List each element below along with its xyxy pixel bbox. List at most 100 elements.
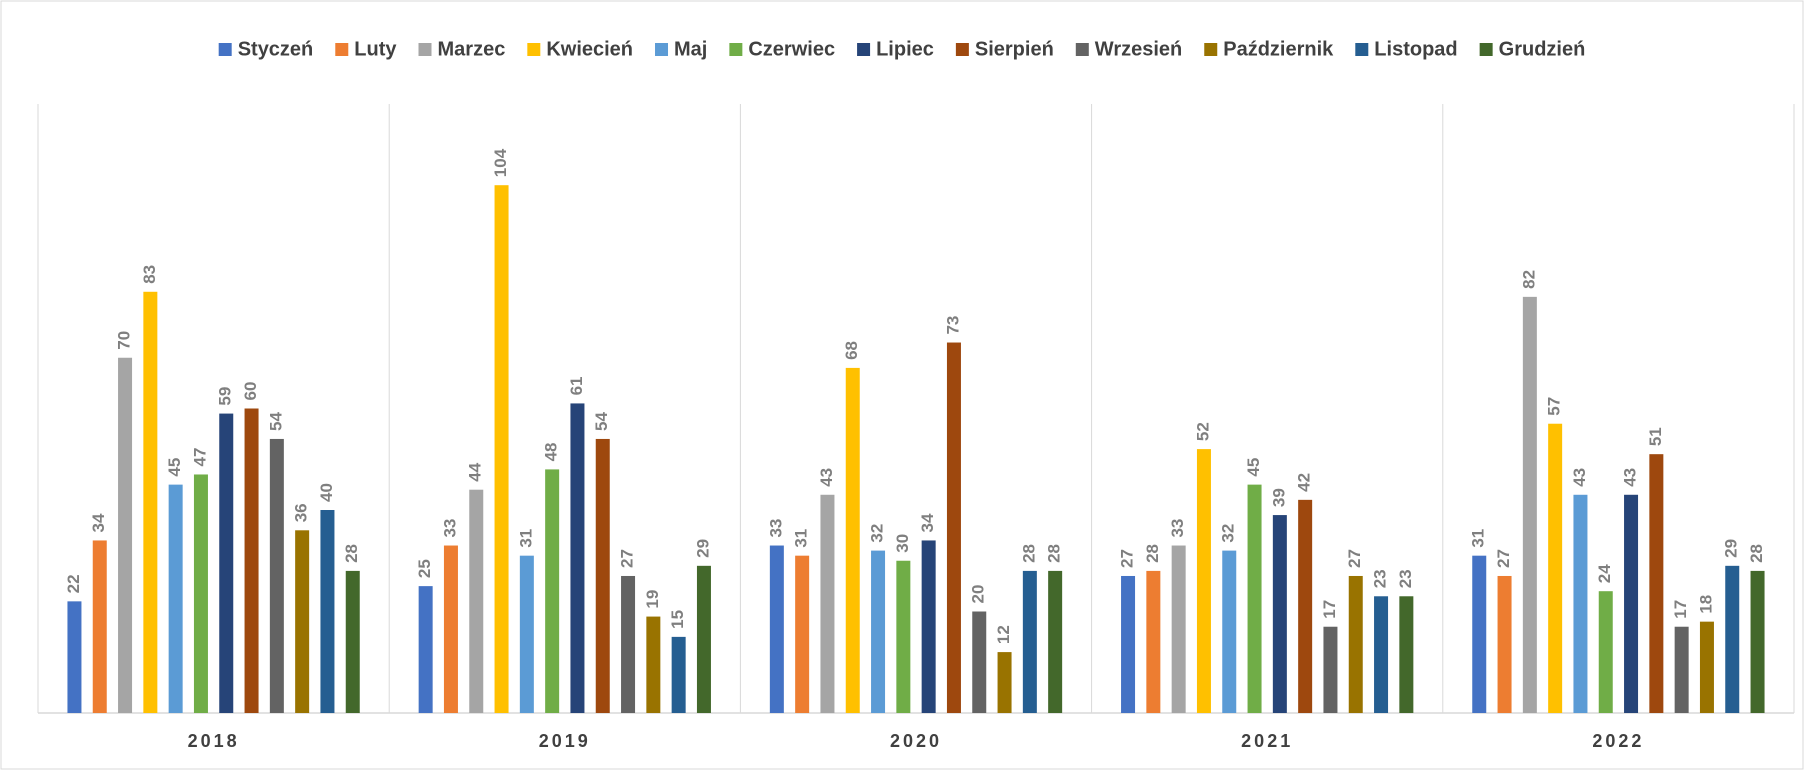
- legend-swatch: [729, 43, 743, 56]
- legend-label: Maj: [674, 38, 707, 60]
- data-label: 28: [342, 544, 361, 563]
- legend-swatch: [335, 43, 349, 56]
- legend-label: Styczeń: [238, 38, 314, 60]
- data-label: 31: [792, 529, 811, 548]
- bar: [946, 342, 961, 713]
- legend-label: Wrzesień: [1095, 38, 1182, 60]
- data-label: 17: [1320, 600, 1339, 619]
- legend-swatch: [418, 43, 432, 56]
- data-label: 33: [1168, 519, 1187, 538]
- bar: [1472, 555, 1487, 713]
- bar: [519, 555, 534, 713]
- data-label: 34: [89, 513, 108, 532]
- legend-swatch: [655, 43, 669, 56]
- bar: [345, 570, 360, 713]
- data-label: 33: [440, 519, 459, 538]
- x-tick-label: 2018: [188, 731, 240, 751]
- bar: [418, 586, 433, 713]
- bar: [1750, 570, 1765, 713]
- data-label: 24: [1595, 564, 1614, 583]
- data-label: 12: [994, 625, 1013, 644]
- bar: [570, 403, 585, 713]
- bar: [1222, 550, 1237, 713]
- data-label: 17: [1671, 600, 1690, 619]
- data-label: 39: [1269, 488, 1288, 507]
- data-label: 34: [918, 513, 937, 532]
- data-label: 27: [1345, 549, 1364, 568]
- data-label: 104: [491, 148, 510, 177]
- bar: [1196, 449, 1211, 713]
- bar: [1048, 570, 1063, 713]
- bar: [1171, 545, 1186, 713]
- bar: [494, 185, 509, 713]
- data-label: 54: [592, 411, 611, 430]
- bar: [1399, 596, 1414, 713]
- legend-label: Listopad: [1374, 38, 1457, 60]
- data-label: 27: [1118, 549, 1137, 568]
- bar: [1348, 575, 1363, 713]
- data-label: 52: [1193, 422, 1212, 441]
- data-label: 22: [64, 574, 83, 593]
- data-label: 68: [842, 341, 861, 360]
- legend-swatch: [955, 43, 969, 56]
- bar: [1298, 499, 1313, 713]
- bar: [845, 367, 860, 713]
- x-tick-label: 2022: [1592, 731, 1644, 751]
- data-label: 29: [1722, 539, 1741, 558]
- bar: [1374, 596, 1389, 713]
- bar: [1725, 565, 1740, 713]
- bar: [1674, 626, 1689, 713]
- data-label: 36: [292, 503, 311, 522]
- bar: [1022, 570, 1037, 713]
- data-label: 28: [1143, 544, 1162, 563]
- bar: [646, 616, 661, 713]
- bar: [1121, 575, 1136, 713]
- data-label: 54: [266, 411, 285, 430]
- data-label: 59: [216, 387, 235, 406]
- x-tick-label: 2019: [539, 731, 591, 751]
- data-label: 31: [516, 529, 535, 548]
- bar: [1522, 296, 1537, 713]
- data-label: 28: [1747, 544, 1766, 563]
- data-label: 32: [1219, 524, 1238, 543]
- data-label: 23: [1371, 569, 1390, 588]
- data-label: 43: [1570, 468, 1589, 487]
- bar: [118, 357, 133, 713]
- bar: [545, 469, 560, 713]
- bar: [621, 575, 636, 713]
- bar: [696, 565, 711, 713]
- bar: [443, 545, 458, 713]
- x-tick-label: 2020: [890, 731, 942, 751]
- x-tick-label: 2021: [1241, 731, 1293, 751]
- bar: [671, 636, 686, 713]
- data-label: 31: [1469, 529, 1488, 548]
- bar: [219, 413, 234, 713]
- data-label: 15: [668, 610, 687, 629]
- bar: [820, 494, 835, 713]
- data-label: 32: [868, 524, 887, 543]
- data-label: 25: [415, 559, 434, 578]
- data-label: 28: [1045, 544, 1064, 563]
- bar: [244, 408, 259, 713]
- data-label: 33: [766, 519, 785, 538]
- legend-label: Październik: [1223, 38, 1334, 60]
- data-label: 28: [1019, 544, 1038, 563]
- bar: [295, 530, 310, 713]
- data-label: 61: [567, 377, 586, 396]
- bar: [795, 555, 810, 713]
- data-label: 48: [542, 442, 561, 461]
- bar: [1323, 626, 1338, 713]
- data-label: 19: [643, 590, 662, 609]
- legend-swatch: [1479, 43, 1493, 56]
- bar: [1497, 575, 1512, 713]
- data-label: 43: [1621, 468, 1640, 487]
- legend-label: Marzec: [438, 38, 506, 60]
- data-label: 23: [1396, 569, 1415, 588]
- data-label: 45: [1244, 458, 1263, 477]
- data-label: 82: [1519, 270, 1538, 289]
- data-label: 43: [817, 468, 836, 487]
- data-label: 83: [140, 265, 159, 284]
- data-label: 40: [317, 483, 336, 502]
- bar: [1624, 494, 1639, 713]
- bar: [595, 438, 610, 713]
